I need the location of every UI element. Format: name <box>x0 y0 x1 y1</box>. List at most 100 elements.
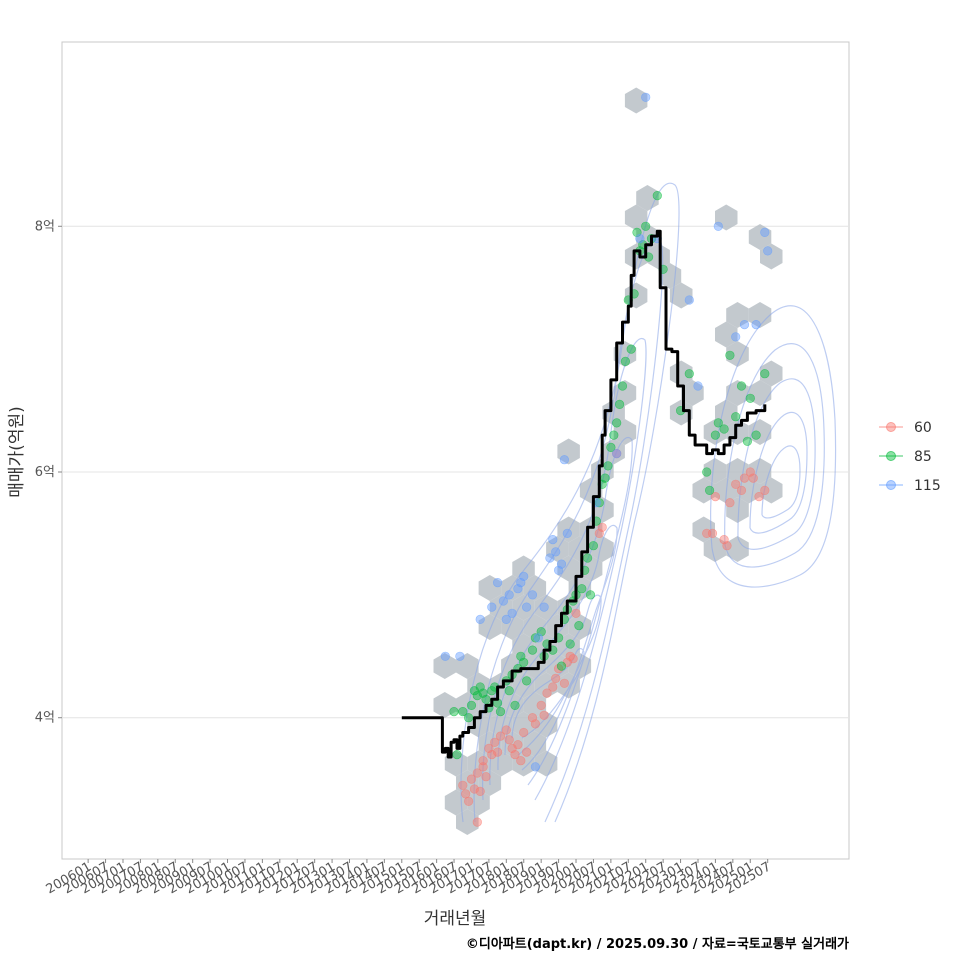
hexbin-cell <box>433 653 456 679</box>
hexbin-cell <box>703 458 727 484</box>
point-115 <box>521 602 532 612</box>
point-60 <box>551 673 561 684</box>
legend-key-60 <box>886 422 896 432</box>
point-85 <box>452 749 462 760</box>
legend: 60 85 115 <box>879 420 941 494</box>
hexbin-cell <box>512 555 535 582</box>
hexbin-cell <box>523 692 547 718</box>
point-85 <box>652 191 662 201</box>
point-115 <box>751 320 761 330</box>
caption: ©디아파트(dapt.kr) / 2025.09.30 / 자료=국토교통부 실… <box>466 936 849 952</box>
point-115 <box>760 227 770 237</box>
hexbin-cell <box>760 360 783 387</box>
point-115 <box>635 234 645 244</box>
point-60 <box>493 747 503 757</box>
point-115 <box>504 590 514 600</box>
hexbin-cell <box>557 555 580 582</box>
point-115 <box>545 553 555 563</box>
point-60 <box>562 657 572 668</box>
point-115 <box>487 602 497 612</box>
point-115 <box>530 762 541 772</box>
point-115 <box>739 320 750 330</box>
point-85 <box>530 633 541 643</box>
hexbin-cell <box>478 575 502 601</box>
point-85 <box>736 381 747 391</box>
point-115 <box>539 602 549 612</box>
hexbin-cell <box>489 594 513 621</box>
point-60 <box>501 725 511 735</box>
hexbin-cell <box>591 458 614 484</box>
point-60 <box>539 710 549 720</box>
point-60 <box>571 608 581 618</box>
hexbin-cell <box>726 458 749 484</box>
hexbin-cell <box>512 672 535 699</box>
point-60 <box>516 756 526 766</box>
point-85 <box>510 700 520 711</box>
point-60 <box>536 700 546 711</box>
hexbin-cell <box>523 614 547 640</box>
point-60 <box>530 719 541 729</box>
hexbin-cell <box>591 536 614 562</box>
point-85 <box>458 706 468 717</box>
point-60 <box>736 485 747 496</box>
point-85 <box>449 706 459 717</box>
point-115 <box>562 528 572 539</box>
point-60 <box>725 498 735 508</box>
hexbin-cell <box>534 594 558 621</box>
point-85 <box>626 344 636 354</box>
point-60 <box>748 473 758 483</box>
point-115 <box>455 651 465 661</box>
point-60 <box>754 492 764 502</box>
point-60 <box>472 768 482 778</box>
point-85 <box>469 686 480 696</box>
point-115 <box>533 633 543 643</box>
point-60 <box>722 541 732 551</box>
point-85 <box>713 418 723 428</box>
hexbin-cell <box>523 575 547 601</box>
point-85 <box>731 412 741 422</box>
point-60 <box>466 774 477 784</box>
point-60 <box>464 796 474 806</box>
point-60 <box>487 749 497 760</box>
hexbin-cell <box>624 87 648 114</box>
legend-key-115 <box>886 480 896 490</box>
point-85 <box>704 485 715 496</box>
point-60 <box>521 747 532 757</box>
hexbin-cell <box>624 243 648 270</box>
point-85 <box>577 584 587 594</box>
point-60 <box>760 485 770 496</box>
hexbin-cell <box>557 438 580 465</box>
hexbin-cell <box>748 458 772 484</box>
y-axis-title: 매매가(억원) <box>7 406 27 497</box>
point-85 <box>495 706 506 717</box>
point-60 <box>481 772 491 782</box>
point-85 <box>556 661 567 671</box>
point-85 <box>582 553 593 563</box>
point-60 <box>745 467 755 477</box>
hexbin-cell <box>715 321 738 348</box>
point-85 <box>481 694 491 704</box>
legend-key-85 <box>886 451 896 461</box>
hexbin-cell <box>467 672 490 699</box>
hexbin-cell <box>534 750 558 777</box>
point-60 <box>490 737 500 747</box>
point-115 <box>684 295 694 305</box>
point-85 <box>751 430 761 440</box>
point-115 <box>519 571 529 582</box>
legend-label-85: 85 <box>914 449 932 465</box>
point-85 <box>574 620 584 631</box>
hexbin-cell <box>681 380 704 406</box>
point-85 <box>516 651 526 661</box>
point-85 <box>725 350 735 360</box>
point-85 <box>719 424 729 434</box>
hexbin-cell <box>669 282 693 309</box>
point-115 <box>513 584 523 594</box>
point-60 <box>568 654 578 664</box>
hexbin-cell <box>703 419 727 445</box>
point-85 <box>475 682 485 692</box>
legend-label-115: 115 <box>914 478 941 494</box>
point-85 <box>603 461 613 471</box>
point-115 <box>501 614 511 625</box>
point-85 <box>614 399 625 410</box>
point-60 <box>475 786 485 797</box>
